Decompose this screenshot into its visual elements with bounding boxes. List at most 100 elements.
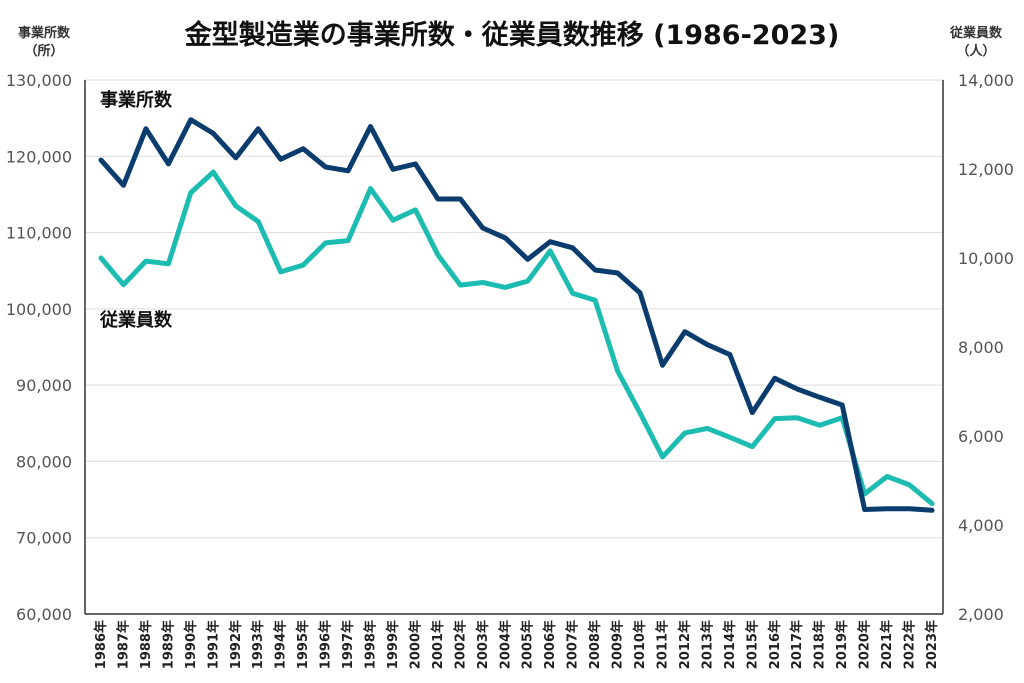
right-tick-label: 8,000	[958, 338, 1004, 357]
point-employees	[233, 203, 238, 209]
point-establishments	[503, 235, 508, 241]
series-line-employees	[98, 169, 935, 507]
x-tick-label: 1992年	[228, 620, 244, 669]
point-establishments	[211, 131, 216, 136]
right-tick-label: 14,000	[958, 71, 1014, 90]
point-establishments	[840, 402, 845, 408]
point-establishments	[121, 183, 126, 188]
right-tick-label: 4,000	[958, 516, 1004, 535]
left-tick-label: 100,000	[6, 300, 72, 319]
point-employees	[300, 262, 306, 268]
point-establishments	[256, 126, 261, 131]
point-establishments	[682, 329, 688, 334]
point-establishments	[368, 124, 373, 129]
x-tick-label: 2013年	[699, 620, 715, 669]
point-establishments	[143, 126, 149, 131]
point-establishments	[390, 167, 396, 172]
point-employees	[929, 501, 935, 506]
point-establishments	[795, 386, 800, 392]
chart-title: 金型製造業の事業所数・従業員数推移 (1986-2023)	[184, 19, 840, 51]
x-tick-label: 1987年	[115, 620, 131, 669]
x-tick-label: 2006年	[542, 620, 558, 669]
x-axis-ticks: 1986年 1987年 1988年 1989年 1990年 1991年 1992年 1993年…	[93, 620, 940, 669]
point-employees	[188, 190, 193, 195]
x-tick-label: 1986年	[93, 620, 109, 669]
point-employees	[278, 269, 283, 274]
point-establishments	[727, 352, 733, 357]
point-establishments	[929, 508, 935, 513]
x-tick-label: 2011年	[654, 620, 670, 669]
left-tick-label: 90,000	[16, 376, 72, 395]
x-tick-label: 2019年	[834, 620, 850, 669]
point-establishments	[907, 506, 912, 511]
left-tick-label: 60,000	[16, 605, 72, 624]
point-establishments	[615, 270, 620, 276]
gridlines	[85, 79, 943, 539]
x-tick-label: 1993年	[250, 620, 266, 669]
point-employees	[525, 278, 530, 284]
point-employees	[548, 248, 553, 254]
left-tick-label: 70,000	[16, 529, 72, 548]
right-axis-label: 従業員数	[949, 25, 1003, 41]
point-establishments	[525, 257, 530, 262]
point-employees	[211, 169, 216, 175]
x-tick-label: 2016年	[767, 620, 783, 669]
point-establishments	[660, 363, 665, 368]
point-establishments	[345, 168, 351, 173]
x-tick-label: 2007年	[565, 620, 581, 669]
x-tick-label: 1988年	[138, 620, 154, 669]
point-establishments	[458, 196, 463, 202]
x-tick-label: 1998年	[363, 620, 379, 669]
point-establishments	[772, 376, 777, 381]
point-employees	[772, 416, 777, 421]
point-establishments	[188, 117, 193, 122]
point-employees	[705, 426, 710, 431]
point-employees	[413, 207, 418, 213]
x-tick-label: 2023年	[924, 620, 940, 669]
left-tick-label: 130,000	[6, 71, 72, 90]
series-label-establishments: 事業所数	[100, 89, 173, 111]
left-tick-label: 120,000	[6, 147, 72, 166]
point-employees	[884, 474, 890, 479]
point-employees	[368, 186, 373, 191]
left-tick-label: 80,000	[16, 452, 72, 471]
series-line-establishments	[98, 117, 935, 513]
point-establishments	[278, 157, 283, 162]
x-tick-label: 2001年	[430, 620, 446, 669]
point-establishments	[98, 157, 104, 163]
x-tick-label: 2020年	[857, 620, 873, 669]
point-employees	[817, 423, 822, 428]
point-employees	[795, 415, 800, 420]
point-establishments	[233, 155, 238, 160]
x-tick-label: 2021年	[879, 620, 895, 669]
x-tick-label: 2004年	[497, 620, 513, 669]
point-establishments	[705, 342, 710, 347]
right-tick-label: 2,000	[958, 605, 1004, 624]
point-employees	[907, 482, 912, 488]
point-employees	[256, 219, 261, 224]
point-establishments	[862, 507, 867, 512]
x-tick-label: 2017年	[789, 620, 805, 669]
point-establishments	[750, 410, 755, 415]
series-layer	[98, 117, 935, 513]
x-tick-label: 1989年	[160, 620, 176, 669]
point-employees	[637, 410, 643, 416]
x-tick-label: 2000年	[407, 620, 423, 669]
point-employees	[166, 261, 171, 266]
point-employees	[121, 282, 126, 287]
point-employees	[570, 291, 575, 296]
point-employees	[345, 238, 351, 243]
left-axis-unit: （所）	[24, 43, 63, 59]
x-tick-label: 1996年	[318, 620, 334, 669]
x-tick-label: 2002年	[452, 620, 468, 669]
point-establishments	[166, 161, 171, 167]
x-tick-label: 1991年	[205, 620, 221, 669]
point-establishments	[817, 395, 822, 400]
left-axis-label: 事業所数	[18, 25, 71, 41]
x-tick-label: 2022年	[902, 620, 918, 669]
point-employees	[323, 240, 328, 246]
point-employees	[480, 280, 485, 285]
point-employees	[592, 298, 598, 303]
